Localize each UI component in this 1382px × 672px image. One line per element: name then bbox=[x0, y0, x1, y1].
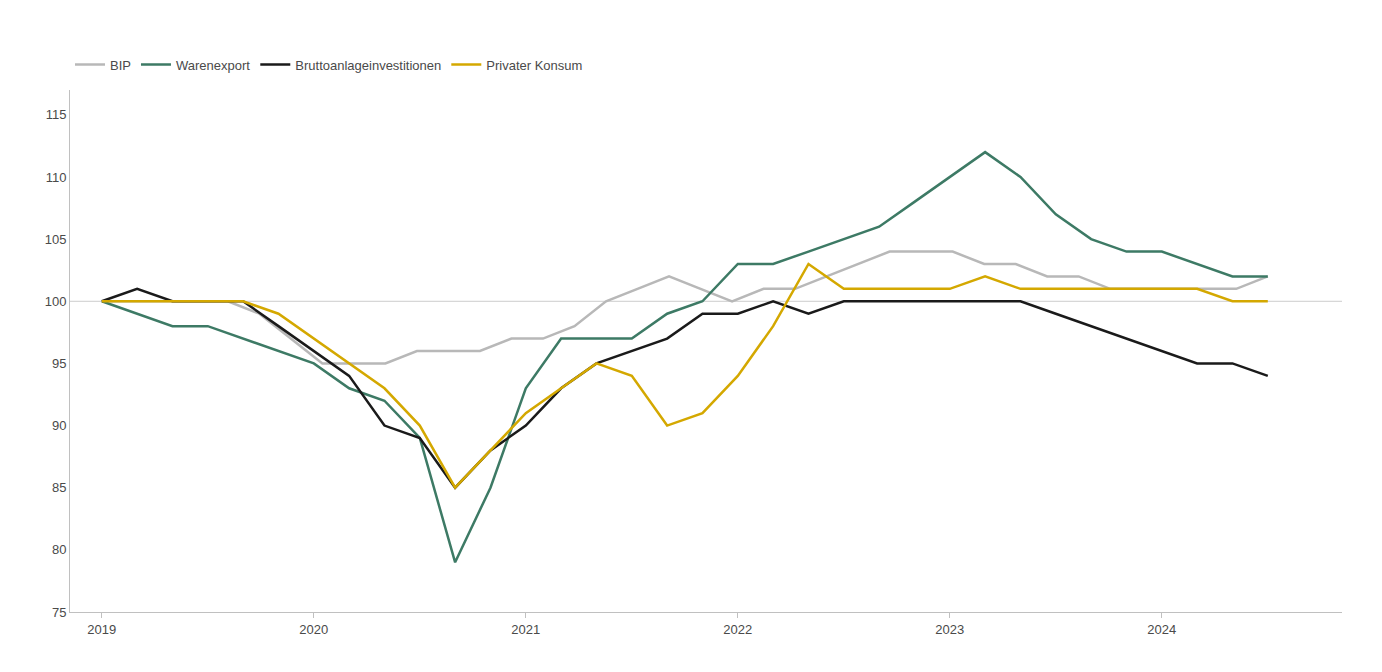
svg-text:80: 80 bbox=[52, 542, 66, 557]
svg-text:2022: 2022 bbox=[723, 622, 752, 637]
svg-text:Bruttoanlageinvestitionen: Bruttoanlageinvestitionen bbox=[295, 58, 441, 73]
svg-text:95: 95 bbox=[52, 356, 66, 371]
svg-text:Privater Konsum: Privater Konsum bbox=[486, 58, 582, 73]
svg-text:100: 100 bbox=[45, 294, 67, 309]
svg-text:115: 115 bbox=[46, 107, 67, 122]
svg-text:75: 75 bbox=[52, 605, 66, 620]
svg-text:90: 90 bbox=[52, 418, 66, 433]
svg-text:2020: 2020 bbox=[299, 622, 328, 637]
svg-text:105: 105 bbox=[45, 232, 67, 247]
svg-text:Warenexport: Warenexport bbox=[176, 58, 250, 73]
svg-text:85: 85 bbox=[52, 480, 66, 495]
svg-text:2021: 2021 bbox=[511, 622, 540, 637]
svg-text:2023: 2023 bbox=[935, 622, 964, 637]
svg-text:110: 110 bbox=[46, 170, 67, 185]
svg-text:2024: 2024 bbox=[1147, 622, 1176, 637]
svg-text:BIP: BIP bbox=[110, 58, 131, 73]
svg-text:2019: 2019 bbox=[87, 622, 116, 637]
